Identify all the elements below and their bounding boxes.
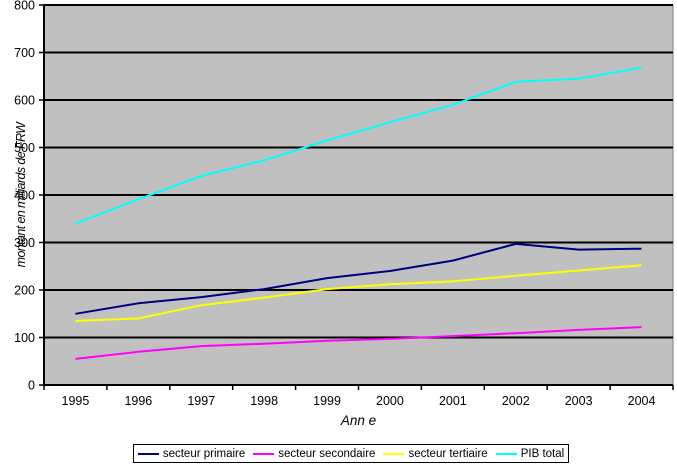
x-tick-label-1998: 1998	[250, 394, 278, 408]
legend-item-secteur-secondaire: secteur secondaire	[253, 448, 375, 460]
y-tick-label-100: 100	[14, 331, 35, 345]
y-axis-title: montant en milliards de FRW	[14, 122, 28, 268]
legend-item-secteur-tertiaire: secteur tertiaire	[383, 447, 488, 460]
legend-label-secteur-primaire: secteur primaire	[162, 447, 246, 460]
x-tick-label-2003: 2003	[565, 394, 593, 408]
legend-label-pib-total: PIB total	[520, 447, 565, 460]
y-tick-label-700: 700	[14, 46, 35, 60]
legend-label-secteur-secondaire: secteur secondaire	[278, 447, 376, 460]
legend-key-line-secteur-secondaire	[253, 452, 275, 455]
legend-item-pib-total: PIB total	[495, 447, 565, 460]
series-line-secteur-primaire	[75, 242, 642, 315]
y-tick-label-200: 200	[14, 284, 35, 298]
legend-key-line-pib-total	[495, 452, 517, 455]
legend-key-line-secteur-tertiaire	[383, 452, 405, 455]
legend: secteur primaire secteur secondaire secteu…	[133, 444, 569, 463]
x-tick-label-1999: 1999	[313, 394, 341, 408]
y-tick-label-400: 400	[14, 189, 35, 203]
x-tick-label-1995: 1995	[62, 394, 90, 408]
x-tick-label-2001: 2001	[439, 394, 467, 408]
y-tick-label-500: 500	[14, 141, 35, 155]
plot-area: 0 100 200 300 400 500 600 700 800 1995 1996 1997 199…	[14, 0, 674, 408]
series-line-secteur-secondaire	[75, 326, 642, 360]
series-line-pib-total	[75, 66, 642, 225]
x-tick-label-2002: 2002	[502, 394, 530, 408]
y-tick-label-800: 800	[14, 0, 35, 13]
y-tick-label-600: 600	[14, 94, 35, 108]
x-tick-label-1996: 1996	[124, 394, 152, 408]
x-axis-title: Ann e	[340, 413, 377, 428]
x-tick-label-2004: 2004	[628, 394, 656, 408]
x-tick-label-2000: 2000	[376, 394, 404, 408]
legend-item-secteur-primaire: secteur primaire	[137, 447, 246, 460]
legend-key-line-secteur-primaire	[137, 452, 159, 455]
x-tick-label-1997: 1997	[187, 394, 215, 408]
legend-label-secteur-tertiaire: secteur tertiaire	[408, 447, 488, 460]
y-tick-label-300: 300	[14, 236, 35, 250]
series-line-secteur-tertiaire	[75, 264, 642, 322]
y-tick-label-0: 0	[28, 379, 35, 393]
